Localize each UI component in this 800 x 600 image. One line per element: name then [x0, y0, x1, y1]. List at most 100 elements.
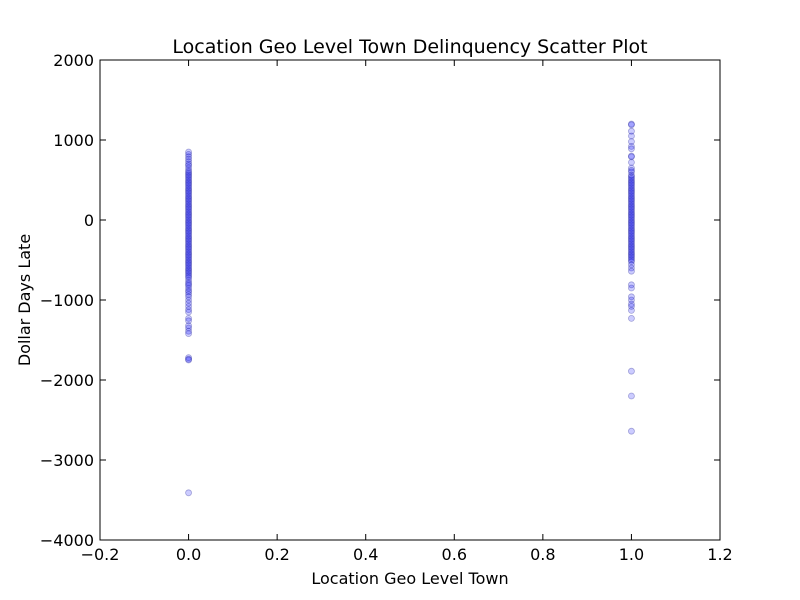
data-point [628, 132, 635, 140]
data-point [185, 286, 192, 294]
data-point [628, 121, 635, 129]
data-point [185, 242, 192, 250]
data-point [185, 224, 192, 232]
data-point [185, 197, 192, 205]
data-point [185, 259, 192, 267]
data-point [185, 202, 192, 210]
data-point [185, 208, 192, 216]
data-point [628, 145, 635, 153]
data-point [628, 192, 635, 200]
data-point [185, 213, 192, 221]
data-point [185, 171, 192, 179]
data-point [185, 284, 192, 292]
data-point [628, 251, 635, 259]
data-point [628, 174, 635, 182]
x-axis-label: Location Geo Level Town [311, 569, 508, 588]
data-point [185, 195, 192, 203]
data-point [628, 202, 635, 210]
data-point [628, 181, 635, 189]
data-point [628, 367, 635, 375]
x-tick-label: 0.4 [353, 545, 378, 564]
data-point [628, 250, 635, 258]
data-point [185, 238, 192, 246]
data-point [185, 210, 192, 218]
data-point [185, 272, 192, 280]
data-point [628, 235, 635, 243]
data-point [628, 205, 635, 213]
x-tick-label: 0.0 [176, 545, 201, 564]
data-point [628, 203, 635, 211]
data-point [628, 152, 635, 160]
data-point [628, 187, 635, 195]
data-point [185, 230, 192, 238]
data-point [628, 229, 635, 237]
data-point [185, 194, 192, 202]
data-point [628, 197, 635, 205]
data-point [185, 354, 192, 362]
data-point [628, 427, 635, 435]
data-point [628, 296, 635, 304]
data-point [628, 256, 635, 264]
data-point [628, 224, 635, 232]
data-point [185, 148, 192, 156]
data-point [185, 189, 192, 197]
data-point [185, 258, 192, 266]
data-point [628, 284, 635, 292]
x-tick-label: 1.2 [707, 545, 732, 564]
data-point [628, 216, 635, 224]
data-point [185, 282, 192, 290]
data-point [185, 302, 192, 310]
data-point [628, 227, 635, 235]
data-point [628, 213, 635, 221]
data-point [628, 293, 635, 301]
data-point [185, 246, 192, 254]
data-point [628, 258, 635, 266]
data-point [185, 270, 192, 278]
data-point [185, 187, 192, 195]
data-point [185, 489, 192, 497]
x-tick-label: 0.6 [442, 545, 467, 564]
data-point [185, 327, 192, 335]
data-point [185, 264, 192, 272]
y-tick-label: 0 [84, 211, 94, 230]
data-point [628, 392, 635, 400]
data-point [628, 166, 635, 174]
data-point [628, 158, 635, 166]
data-point [185, 182, 192, 190]
data-point [185, 261, 192, 269]
data-point [185, 306, 192, 314]
data-point [185, 274, 192, 282]
data-point [628, 264, 635, 272]
chart-title: Location Geo Level Town Delinquency Scat… [172, 36, 647, 58]
data-point [185, 276, 192, 284]
data-point [185, 267, 192, 275]
data-point [628, 306, 635, 314]
data-point [628, 243, 635, 251]
data-point [185, 314, 192, 322]
data-point [185, 262, 192, 270]
x-axis-ticks: −0.2 0.0 0.2 0.4 0.6 0.8 1.0 1.2 [81, 60, 733, 564]
y-axis-ticks: −4000 −3000 −2000 −1000 0 1000 2000 [40, 51, 720, 550]
data-point [185, 181, 192, 189]
data-point [185, 253, 192, 261]
data-point [185, 299, 192, 307]
data-point [185, 205, 192, 213]
data-point [628, 173, 635, 181]
data-point [185, 256, 192, 264]
data-point [628, 281, 635, 289]
data-point [628, 194, 635, 202]
data-point [628, 240, 635, 248]
data-point [628, 237, 635, 245]
y-tick-label: 2000 [53, 51, 94, 70]
data-point [628, 171, 635, 179]
data-point [185, 173, 192, 181]
data-point [185, 162, 192, 170]
data-point [628, 221, 635, 229]
x-tick-label: −0.2 [81, 545, 120, 564]
data-point [628, 230, 635, 238]
data-point [185, 235, 192, 243]
data-point [185, 190, 192, 198]
data-point [185, 254, 192, 262]
data-point [628, 219, 635, 227]
